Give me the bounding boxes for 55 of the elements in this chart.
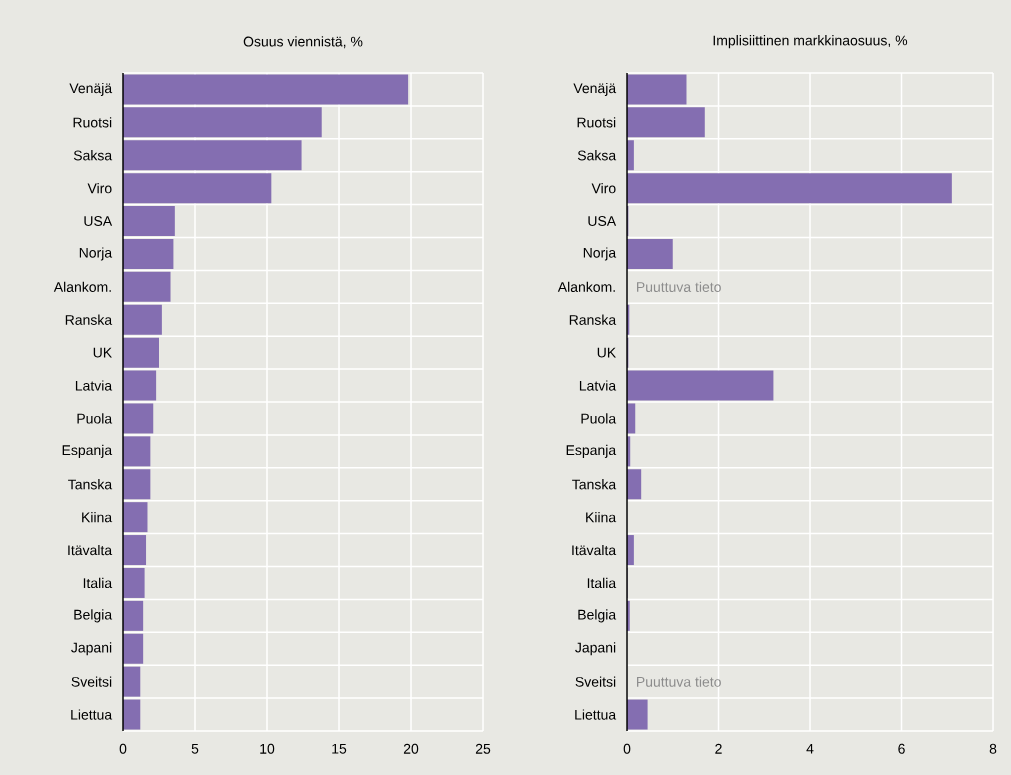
x-tick-label: 25 [475, 743, 491, 754]
annotation: Puuttuva tieto [637, 676, 721, 687]
y-tick-label: Alankom. [557, 281, 615, 292]
y-tick-label: Viro [87, 183, 112, 194]
x-tick-label: 5 [191, 743, 199, 754]
annotation: Puuttuva tieto [637, 281, 721, 292]
x-tick-label: 0 [119, 743, 127, 754]
y-tick-label: Tanska [572, 479, 617, 490]
y-tick-label: Espanja [566, 444, 617, 458]
y-tick-label: Kiina [586, 512, 617, 523]
y-tick-label: Espanja [62, 444, 113, 458]
x-tick-label: 2 [715, 743, 722, 754]
x-tick-label: 4 [806, 743, 814, 754]
chart-title: Osuus viennistä, % [243, 36, 363, 49]
y-tick-label: Kiina [82, 512, 113, 523]
y-tick-label: Alankom. [53, 281, 111, 292]
y-tick-label: Italia [587, 577, 617, 589]
y-tick-label: Venäjä [69, 82, 113, 96]
y-tick-label: Viro [591, 183, 616, 194]
y-tick-label: Japani [575, 642, 616, 656]
x-tick-label: 20 [403, 743, 419, 754]
x-tick-label: 8 [989, 743, 997, 754]
y-tick-label: Ranska [65, 314, 113, 325]
y-tick-label: Puola [77, 413, 113, 424]
y-tick-label: Ruotsi [577, 117, 616, 128]
y-tick-label: Puola [581, 413, 617, 424]
y-tick-label: Italia [83, 577, 113, 589]
y-tick-label: Belgia [74, 609, 113, 623]
y-tick-label: Sveitsi [71, 676, 112, 687]
y-tick-label: Sveitsi [575, 676, 616, 687]
y-tick-label: USA [84, 216, 113, 227]
y-tick-label: Norja [583, 247, 617, 261]
y-tick-label: Saksa [577, 150, 617, 161]
chart-title: Implisiittinen markkinaosuus, % [713, 35, 908, 49]
y-tick-label: Latvia [579, 380, 617, 391]
y-tick-label: Liettua [71, 709, 113, 720]
y-tick-label: Itävalta [572, 544, 617, 556]
y-tick-label: Itävalta [68, 544, 113, 556]
y-tick-label: Norja [79, 247, 113, 261]
x-tick-label: 6 [898, 743, 905, 754]
y-tick-label: UK [597, 347, 616, 358]
y-tick-label: Belgia [578, 609, 617, 623]
x-tick-label: 10 [260, 743, 275, 754]
y-tick-label: Ruotsi [73, 117, 112, 128]
y-tick-label: Saksa [73, 150, 113, 161]
y-tick-label: Latvia [75, 380, 113, 391]
y-tick-label: Liettua [575, 709, 617, 720]
y-tick-label: Ranska [569, 314, 617, 325]
y-tick-label: Tanska [68, 479, 113, 490]
y-tick-label: Venäjä [573, 82, 617, 96]
x-tick-label: 0 [623, 743, 631, 754]
x-tick-label: 15 [332, 743, 347, 754]
y-tick-label: Japani [71, 642, 112, 656]
y-tick-label: USA [588, 216, 617, 227]
y-tick-label: UK [93, 347, 112, 358]
